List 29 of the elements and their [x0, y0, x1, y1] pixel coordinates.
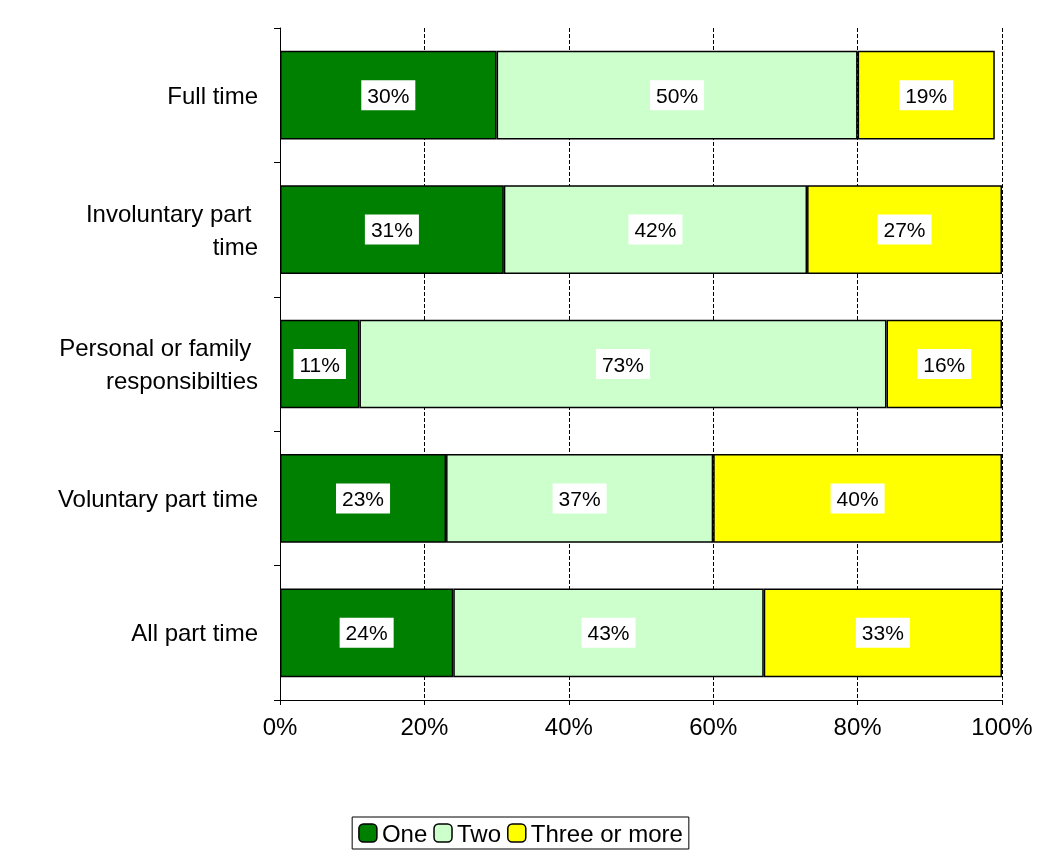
data-label: 11% [299, 352, 340, 376]
legend-label: One [381, 819, 428, 847]
y-tick-label: Full time [167, 81, 258, 109]
data-label: 30% [367, 83, 410, 107]
x-tick-label: 100% [971, 712, 1033, 740]
data-label: 42% [634, 218, 677, 242]
x-tick-label: 20% [400, 712, 449, 740]
data-label: 33% [861, 621, 904, 645]
data-label: 37% [558, 486, 601, 510]
y-tick-label: All part time [131, 619, 258, 647]
x-tick-label: 60% [689, 712, 738, 740]
legend-label: Three or more [530, 819, 683, 847]
data-label: 31% [370, 218, 413, 242]
data-label: 50% [656, 83, 699, 107]
y-tick-label: Voluntary part time [57, 484, 258, 512]
data-label: 24% [345, 621, 388, 645]
x-tick-label: 0% [262, 712, 298, 740]
data-label: 73% [601, 352, 644, 376]
y-tick-label: Involuntary part time [85, 199, 258, 260]
x-tick-label: 80% [833, 712, 882, 740]
legend-label: Two [457, 819, 502, 847]
data-label: 19% [905, 83, 948, 107]
data-label: 16% [923, 352, 966, 376]
x-tick-label: 40% [544, 712, 593, 740]
data-label: 23% [342, 486, 385, 510]
y-tick-label: Personal or family responsibilties [59, 334, 258, 394]
data-label: 27% [883, 218, 926, 242]
data-label: 40% [836, 486, 879, 510]
data-label: 43% [587, 621, 630, 645]
